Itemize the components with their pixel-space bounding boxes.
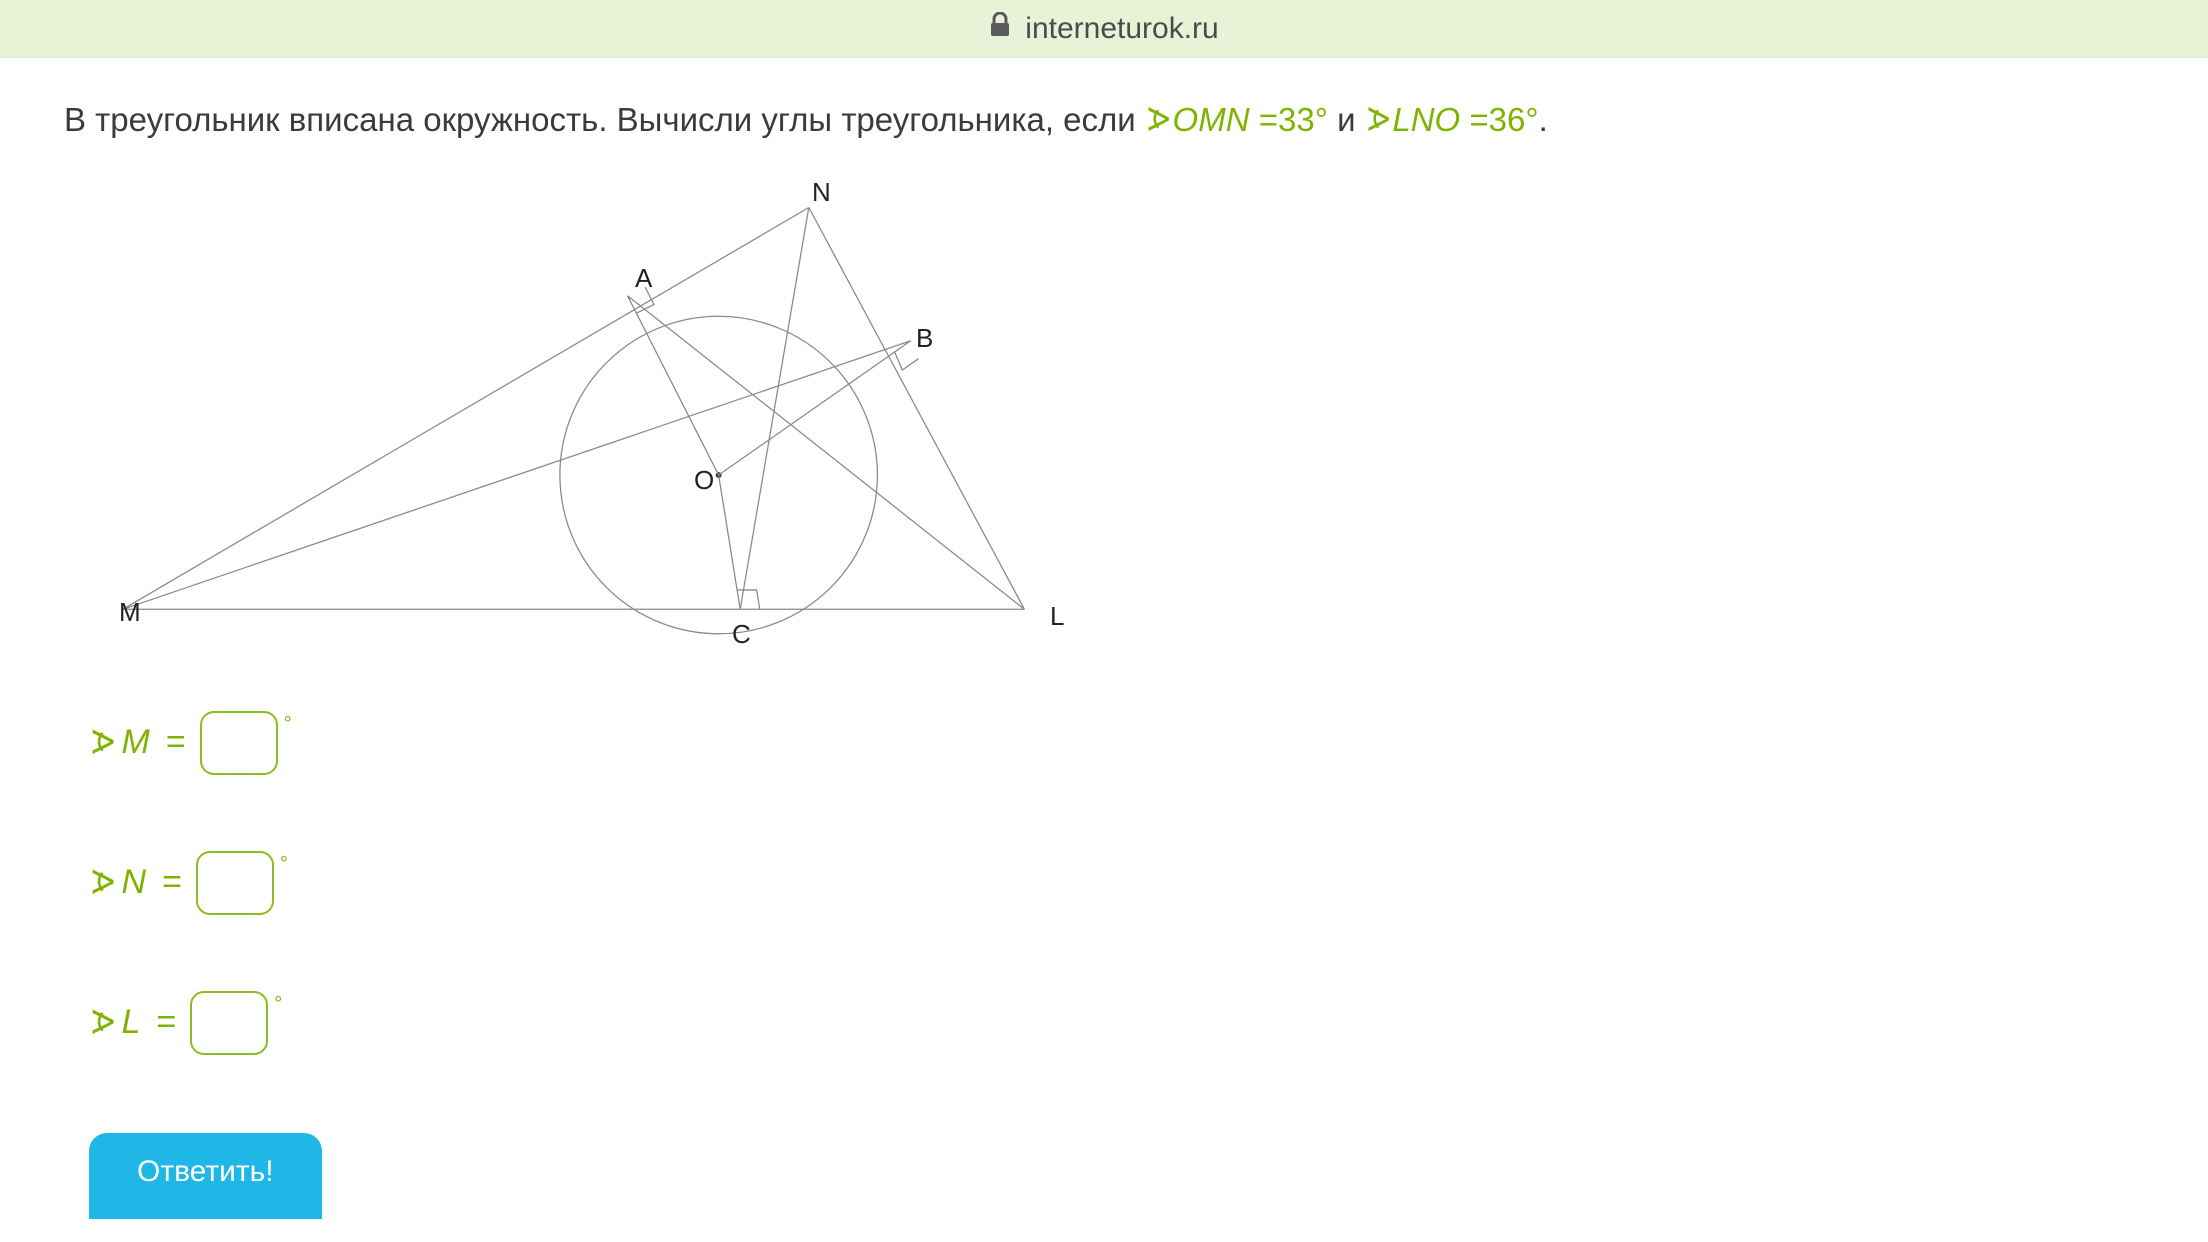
angle-icon: ∢: [89, 863, 118, 903]
deg-1: °: [1315, 101, 1328, 138]
answer-input-N[interactable]: [196, 851, 274, 915]
submit-button[interactable]: Ответить!: [89, 1133, 322, 1219]
degree-symbol: °: [274, 993, 282, 1016]
angle2-name: LNO: [1392, 101, 1460, 138]
triangle-diagram: M N L A B C O: [64, 173, 1044, 683]
address-domain: interneturok.ru: [1025, 12, 1218, 46]
label-C: C: [732, 619, 751, 650]
degree-symbol: °: [280, 853, 288, 876]
question-intro: В треугольник вписана окружность. Вычисл…: [64, 101, 1145, 138]
equals-sign: =: [156, 1003, 176, 1042]
angle-icon: ∢: [89, 723, 118, 763]
page-content: В треугольник вписана окружность. Вычисл…: [14, 58, 2194, 1219]
address-bar: interneturok.ru: [0, 0, 2208, 58]
angle-symbol-2: ∢: [1365, 101, 1393, 138]
answers-block: ∢M = ° ∢N = ° ∢L = °: [89, 703, 2144, 1063]
period: .: [1539, 101, 1548, 138]
label-L: L: [1050, 601, 1064, 632]
answer-row-N: ∢N = °: [89, 843, 2144, 923]
answer-var-L: L: [122, 1003, 141, 1042]
label-A: A: [635, 263, 652, 294]
angle1-name: OMN: [1173, 101, 1250, 138]
answer-input-M[interactable]: [200, 711, 278, 775]
answer-var-N: N: [122, 863, 147, 902]
deg-2: °: [1525, 101, 1538, 138]
answer-var-M: M: [122, 723, 150, 762]
answer-input-L[interactable]: [190, 991, 268, 1055]
label-O: O: [694, 465, 714, 496]
equals-2: =: [1469, 101, 1488, 138]
answer-row-M: ∢M = °: [89, 703, 2144, 783]
angle-symbol-1: ∢: [1145, 101, 1173, 138]
equals-1: =: [1259, 101, 1278, 138]
connector: и: [1337, 101, 1365, 138]
answer-row-L: ∢L = °: [89, 983, 2144, 1063]
equals-sign: =: [162, 863, 182, 902]
degree-symbol: °: [284, 713, 292, 736]
lock-icon: [989, 12, 1011, 46]
equals-sign: =: [166, 723, 186, 762]
angle-icon: ∢: [89, 1003, 118, 1043]
angle1-value: 33: [1278, 101, 1315, 138]
label-N: N: [812, 177, 831, 208]
label-M: M: [119, 597, 141, 628]
angle2-value: 36: [1489, 101, 1526, 138]
label-B: B: [916, 323, 933, 354]
question-text: В треугольник вписана окружность. Вычисл…: [64, 98, 2144, 143]
